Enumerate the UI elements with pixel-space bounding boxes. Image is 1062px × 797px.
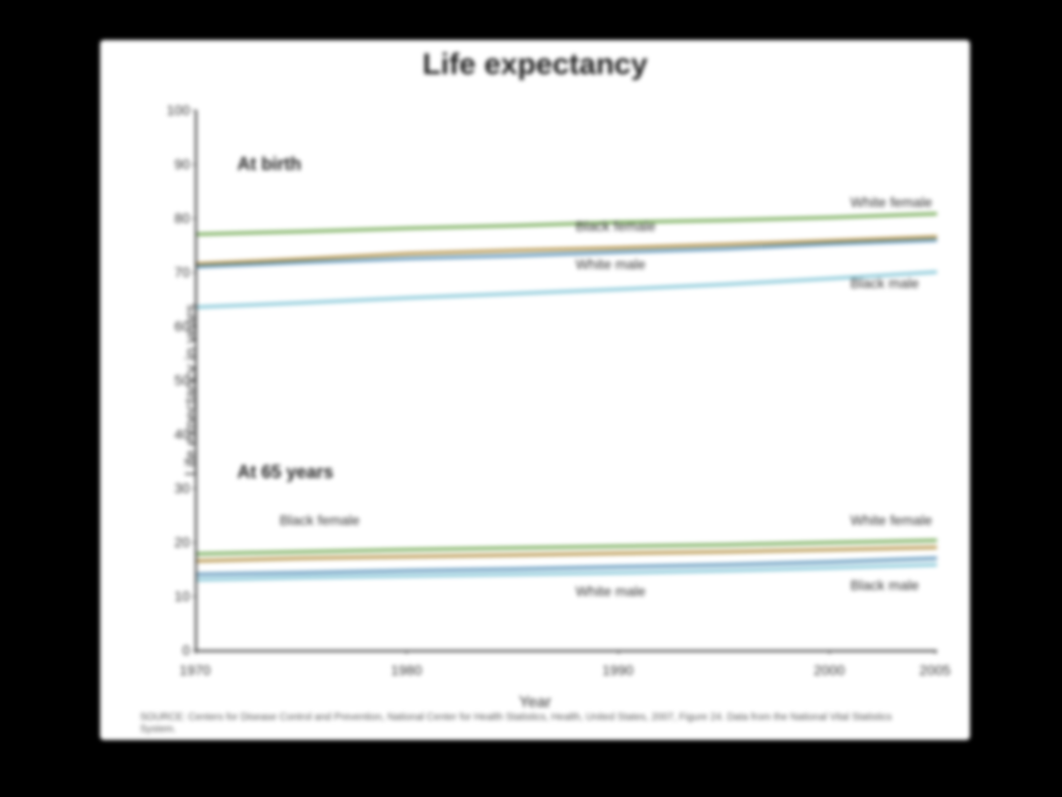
y-tick-mark: [193, 218, 197, 219]
y-tick-label: 50: [152, 372, 190, 388]
series-label: Black female: [576, 218, 656, 234]
y-tick-label: 70: [152, 264, 190, 280]
y-tick-label: 80: [152, 210, 190, 226]
series-label: White female: [850, 512, 932, 528]
y-tick-label: 20: [152, 534, 190, 550]
y-tick-mark: [193, 326, 197, 327]
y-tick-mark: [193, 542, 197, 543]
x-tick-mark: [406, 650, 407, 654]
y-tick-label: 10: [152, 588, 190, 604]
x-tick-label: 1990: [588, 662, 648, 678]
y-tick-label: 30: [152, 480, 190, 496]
x-tick-label: 2005: [905, 662, 965, 678]
chart-panel: Life expectancy Life expectancy in years…: [100, 40, 970, 740]
x-tick-mark: [195, 650, 196, 654]
y-tick-mark: [193, 434, 197, 435]
source-note: SOURCE: Centers for Disease Control and …: [140, 712, 930, 736]
chart-title: Life expectancy: [100, 48, 970, 82]
series-line: [197, 540, 937, 554]
x-tick-mark: [618, 650, 619, 654]
x-tick-label: 2000: [799, 662, 859, 678]
y-tick-label: 0: [152, 642, 190, 658]
y-tick-mark: [193, 272, 197, 273]
y-tick-label: 40: [152, 426, 190, 442]
y-tick-label: 90: [152, 156, 190, 172]
series-label: White male: [576, 256, 646, 272]
plot-area: [195, 110, 937, 652]
series-label: White male: [576, 583, 646, 599]
series-label: Black male: [850, 275, 918, 291]
y-tick-mark: [193, 488, 197, 489]
x-tick-label: 1980: [376, 662, 436, 678]
y-tick-mark: [193, 380, 197, 381]
series-line: [197, 272, 937, 307]
series-line: [197, 214, 937, 235]
series-line: [197, 547, 937, 561]
x-tick-mark: [935, 650, 936, 654]
series-label: Black female: [280, 512, 360, 528]
x-tick-mark: [829, 650, 830, 654]
x-tick-label: 1970: [165, 662, 225, 678]
series-line: [197, 240, 937, 267]
y-tick-mark: [193, 110, 197, 111]
section-label: At 65 years: [237, 462, 333, 483]
series-line: [197, 558, 937, 574]
x-axis-label: Year: [100, 694, 970, 712]
y-tick-label: 100: [152, 102, 190, 118]
series-line: [197, 237, 937, 264]
y-tick-mark: [193, 164, 197, 165]
y-tick-label: 60: [152, 318, 190, 334]
line-chart-svg: [197, 110, 937, 650]
series-label: White female: [850, 194, 932, 210]
y-tick-mark: [193, 596, 197, 597]
section-label: At birth: [237, 154, 301, 175]
slide-frame: Life expectancy Life expectancy in years…: [30, 20, 1032, 777]
series-label: Black male: [850, 577, 918, 593]
